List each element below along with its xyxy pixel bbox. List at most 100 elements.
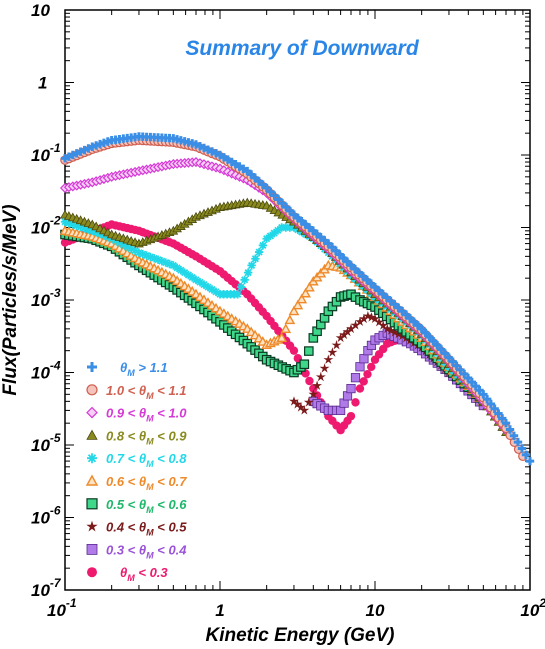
y-tick-label: 10-4 [31, 359, 61, 383]
legend-label: 0.9 < θM < 1.0 [106, 406, 187, 424]
data-point [355, 362, 365, 372]
data-point [292, 299, 304, 310]
data-point [169, 261, 178, 270]
y-tick-label: 10-2 [31, 214, 61, 238]
data-point [176, 266, 186, 275]
data-point [289, 396, 299, 406]
data-point [188, 273, 197, 282]
data-point [366, 312, 377, 322]
x-tick-label: 10-1 [47, 596, 77, 620]
data-point [374, 317, 384, 327]
data-point [76, 222, 85, 232]
legend-label: θM > 1.1 [120, 360, 168, 378]
legend-label: 0.7 < θM < 0.8 [106, 451, 187, 469]
data-point [262, 234, 271, 243]
data-point [138, 249, 147, 259]
data-point [350, 373, 361, 383]
data-point [115, 238, 124, 247]
data-point [308, 389, 319, 399]
data-point [130, 246, 140, 255]
data-point [355, 316, 365, 326]
data-point [378, 320, 389, 330]
data-point [346, 323, 356, 334]
y-tick-label: 10-6 [31, 504, 61, 528]
chart-title: Summary of Downward [185, 37, 420, 60]
data-point [247, 261, 256, 270]
data-point [292, 399, 303, 409]
data-point [72, 221, 81, 230]
data-point [276, 332, 288, 342]
data-point [153, 255, 163, 264]
legend-label: 0.5 < θM < 0.6 [106, 497, 187, 515]
data-point [172, 263, 182, 273]
data-point [501, 418, 511, 428]
data-point [339, 329, 349, 340]
legend-marker [87, 567, 97, 578]
data-point [254, 247, 264, 257]
data-point [359, 377, 368, 386]
data-point [303, 397, 314, 407]
data-point [382, 323, 393, 334]
data-point [150, 254, 159, 263]
data-point [269, 228, 279, 238]
data-point [331, 340, 342, 350]
data-point [479, 390, 488, 399]
legend-label: 0.8 < θM < 0.9 [106, 428, 187, 446]
y-tick-label: 10 [31, 1, 50, 20]
data-point [370, 313, 380, 323]
data-point [80, 224, 89, 233]
data-point [161, 258, 170, 267]
legend-marker [86, 498, 98, 510]
data-point [312, 380, 322, 390]
data-point [299, 405, 310, 415]
y-axis-label: Flux(Particles/s/MeV) [0, 204, 21, 395]
data-point [525, 456, 535, 466]
data-point [355, 384, 365, 393]
legend-marker [87, 453, 97, 464]
legend-marker [87, 362, 97, 372]
data-point [315, 371, 326, 382]
x-tick-label: 1 [215, 601, 224, 620]
data-point [304, 346, 314, 356]
data-point [199, 280, 209, 289]
data-point [203, 282, 213, 292]
data-point [323, 354, 334, 364]
data-point [146, 252, 155, 262]
y-tick-label: 10-3 [31, 286, 61, 310]
data-point [84, 225, 93, 234]
data-point [513, 437, 523, 447]
data-point [509, 431, 519, 441]
data-point [258, 241, 268, 250]
data-point [346, 383, 356, 394]
x-axis-label: Kinetic Energy (GeV) [206, 625, 395, 646]
data-point [335, 332, 346, 343]
series-5 [59, 225, 489, 406]
data-point [300, 287, 311, 298]
data-point [119, 240, 128, 249]
data-point [60, 217, 70, 226]
data-point [165, 259, 174, 269]
data-point [327, 347, 338, 357]
data-point [350, 320, 361, 330]
data-point [505, 425, 515, 434]
data-point [363, 310, 373, 321]
data-point [342, 326, 353, 337]
legend-marker [85, 474, 99, 486]
y-tick-label: 10-7 [31, 576, 62, 600]
data-point [521, 450, 531, 459]
data-point [184, 270, 193, 280]
data-point [195, 278, 205, 287]
y-tick-label: 10-1 [31, 141, 61, 165]
data-point [207, 285, 217, 294]
data-point [233, 290, 242, 299]
data-point [88, 226, 97, 236]
legend-marker [86, 520, 98, 532]
data-point [363, 369, 372, 379]
data-point [134, 248, 144, 257]
data-point [482, 394, 492, 404]
data-point [346, 411, 356, 421]
data-point [490, 404, 499, 413]
data-point [288, 305, 300, 316]
series-4 [60, 217, 488, 406]
